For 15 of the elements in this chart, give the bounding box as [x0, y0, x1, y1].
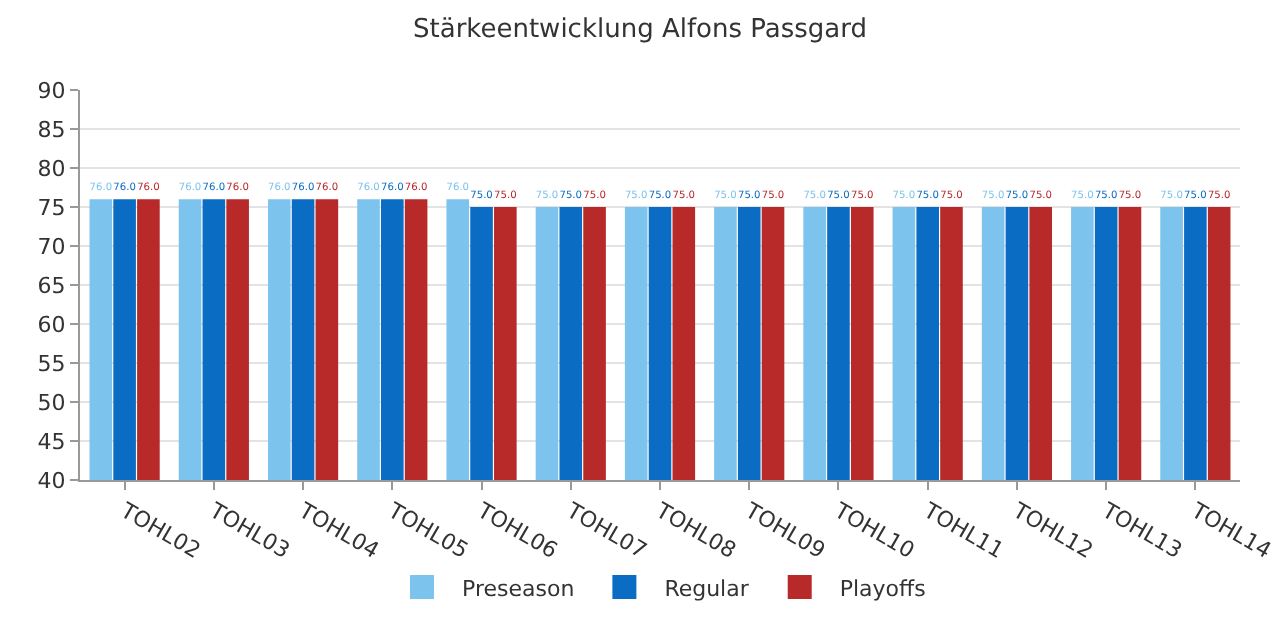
y-tick-label: 45	[37, 428, 66, 455]
y-tick-label: 60	[37, 311, 66, 338]
y-tick-label: 50	[37, 389, 66, 416]
y-tick-label: 70	[37, 233, 66, 260]
y-tick-label: 80	[37, 155, 66, 182]
y-tick-label: 75	[37, 194, 66, 221]
y-tick-label: 55	[37, 350, 66, 377]
y-tick-label: 85	[37, 116, 66, 143]
y-tick-label: 65	[37, 272, 66, 299]
chart-title: Stärkeentwicklung Alfons Passgard	[413, 15, 867, 46]
legend-label: Preseason	[462, 575, 575, 602]
legend-label: Regular	[664, 575, 750, 602]
legend-label: Playoffs	[839, 575, 927, 602]
y-tick-label: 90	[37, 77, 66, 104]
y-tick-label: 40	[37, 467, 66, 494]
